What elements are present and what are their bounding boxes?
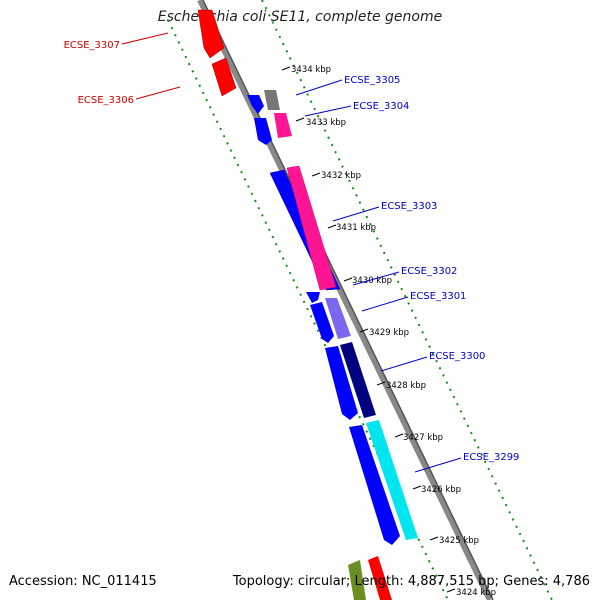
tick-mark: [429, 536, 439, 541]
gene-ecse-3300-feature[interactable]: [325, 346, 358, 420]
tick-label: 3432 kbp: [321, 171, 361, 181]
gene-label-ecse-3305[interactable]: ECSE_3305: [344, 75, 400, 86]
gene-ecse-3304-feature[interactable]: [254, 118, 272, 145]
gene-partial-olive-feature[interactable]: [348, 560, 366, 600]
tick-label: 3430 kbp: [352, 276, 392, 286]
leader-line-ecse-3300: [380, 356, 428, 372]
tick-mark: [343, 277, 353, 282]
leader-line-ecse-3302: [352, 271, 400, 286]
tick-mark: [281, 66, 291, 71]
tick-label: 3425 kbp: [439, 536, 479, 546]
gene-ecse-3303b-feature[interactable]: [286, 165, 337, 291]
gene-ecse-3299b-feature[interactable]: [366, 420, 418, 540]
genome-backbone: [197, 0, 493, 600]
gene-ecse-3302-feature[interactable]: [306, 292, 320, 303]
gene-label-ecse-3307[interactable]: ECSE_3307: [64, 40, 120, 51]
gene-ecse-3301b-feature[interactable]: [325, 298, 351, 339]
leader-line-ecse-3304: [304, 105, 352, 117]
gene-label-ecse-3302[interactable]: ECSE_3302: [401, 266, 457, 277]
page-title: Escherichia coli SE11, complete genome: [157, 9, 443, 25]
tick-mark: [295, 117, 305, 122]
leader-line-ecse-3307: [121, 32, 169, 45]
leader-line-ecse-3299: [414, 457, 462, 473]
gene-ecse-3299-feature[interactable]: [349, 425, 400, 545]
tick-label: 3426 kbp: [421, 485, 461, 495]
accession-label: Accession: NC_011415: [9, 574, 157, 589]
tick-label: 3431 kbp: [336, 223, 376, 233]
tick-label: 3424 kbp: [456, 588, 496, 598]
gene-partial-red-feature[interactable]: [368, 556, 392, 600]
tick-label: 3427 kbp: [403, 433, 443, 443]
gene-ecse-3304b-feature[interactable]: [274, 113, 292, 138]
gene-label-ecse-3306[interactable]: ECSE_3306: [78, 95, 134, 106]
kbp-tick-marks: [281, 66, 456, 593]
tick-mark: [311, 172, 321, 177]
leader-line-ecse-3306: [135, 86, 181, 100]
gene-ecse-3301-feature[interactable]: [310, 302, 334, 343]
gene-label-ecse-3304[interactable]: ECSE_3304: [353, 101, 409, 112]
gene-ecse-3307-feature[interactable]: [197, 9, 225, 59]
gene-ecse-3305b-feature[interactable]: [264, 90, 280, 110]
leader-line-ecse-3301: [361, 296, 409, 312]
tick-mark: [327, 224, 337, 229]
gene-label-ecse-3301[interactable]: ECSE_3301: [410, 291, 466, 302]
tick-label: 3434 kbp: [291, 65, 331, 75]
gene-label-ecse-3303[interactable]: ECSE_3303: [381, 201, 437, 212]
tick-mark: [412, 485, 422, 490]
tick-mark: [376, 381, 386, 386]
leader-line-ecse-3303: [332, 206, 380, 222]
tick-label: 3428 kbp: [386, 381, 426, 391]
tick-mark: [446, 588, 456, 593]
tick-mark: [394, 433, 404, 438]
gene-ecse-3305-feature[interactable]: [247, 95, 264, 114]
gene-ecse-3300b-feature[interactable]: [340, 342, 376, 418]
gene-label-ecse-3299[interactable]: ECSE_3299: [463, 452, 519, 463]
tick-label: 3433 kbp: [306, 118, 346, 128]
gene-label-ecse-3300[interactable]: ECSE_3300: [429, 351, 485, 362]
genome-summary-label: Topology: circular; Length: 4,887,515 bp…: [232, 574, 590, 589]
leader-line-ecse-3305: [295, 79, 343, 96]
tick-mark: [359, 328, 369, 333]
tick-label: 3429 kbp: [369, 328, 409, 338]
gene-ecse-3306-feature[interactable]: [211, 57, 237, 97]
